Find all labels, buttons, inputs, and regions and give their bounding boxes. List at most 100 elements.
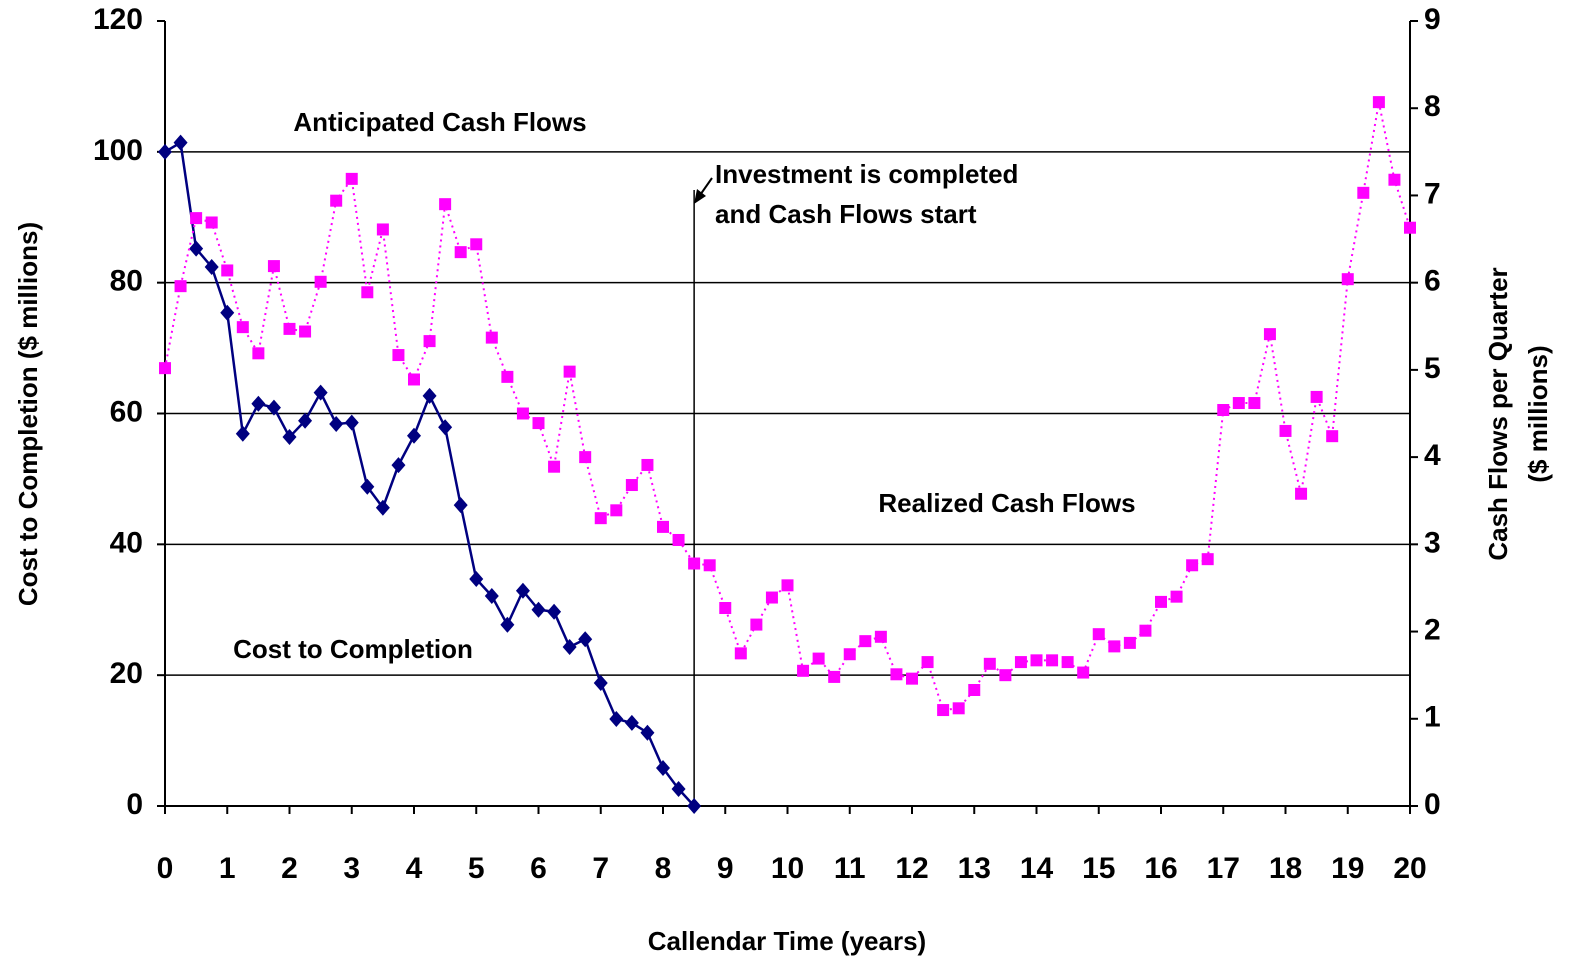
point: [906, 672, 918, 685]
point: [609, 710, 624, 727]
x-tick-label: 15: [1082, 852, 1115, 885]
point: [781, 579, 794, 592]
point: [952, 702, 965, 715]
point: [344, 414, 359, 431]
point: [485, 331, 498, 344]
x-tick-label: 12: [895, 852, 928, 885]
x-tick-label: 13: [958, 852, 991, 885]
point: [562, 639, 577, 656]
point: [375, 499, 390, 516]
point: [360, 478, 375, 495]
x-tick-label: 11: [834, 852, 866, 885]
point: [298, 412, 313, 429]
point: [1061, 656, 1074, 669]
x-tick-label: 9: [717, 852, 734, 885]
y2-tick-label: 2: [1424, 613, 1441, 646]
point: [1295, 487, 1308, 500]
point: [329, 415, 344, 432]
y2-tick-label: 8: [1424, 90, 1441, 123]
point: [500, 616, 515, 633]
point: [484, 588, 499, 605]
x-tick-label: 14: [1020, 852, 1054, 885]
point: [1030, 654, 1043, 667]
point: [921, 656, 934, 669]
point: [734, 647, 747, 660]
point: [391, 457, 406, 474]
point: [828, 670, 841, 683]
y2-tick-label: 0: [1424, 788, 1441, 821]
point: [532, 417, 545, 430]
series-label: Cost to Completion: [233, 634, 473, 664]
x-tick-label: 6: [530, 852, 547, 885]
point: [173, 134, 188, 151]
point: [190, 212, 203, 225]
point: [1372, 96, 1385, 109]
point: [453, 497, 468, 514]
y-tick-label: 60: [110, 395, 143, 428]
point: [687, 798, 702, 814]
point: [1201, 553, 1214, 566]
x-tick-label: 18: [1269, 852, 1302, 885]
point: [1217, 404, 1230, 417]
point: [282, 429, 297, 446]
x-tick-label: 17: [1207, 852, 1240, 885]
x-axis-title: Callendar Time (years): [648, 926, 926, 956]
point: [1326, 430, 1339, 443]
point: [579, 451, 592, 464]
series-line: [164, 140, 696, 807]
point: [330, 194, 343, 207]
point: [470, 238, 483, 251]
x-tick-label: 3: [343, 852, 360, 885]
point: [516, 407, 529, 420]
point: [204, 258, 219, 275]
point: [765, 591, 778, 604]
x-tick-label: 4: [406, 852, 423, 885]
y2-tick-label: 1: [1424, 701, 1441, 734]
point: [1310, 390, 1323, 403]
point: [719, 602, 732, 615]
y2-tick-label: 4: [1424, 439, 1441, 472]
point: [1341, 273, 1354, 286]
point: [252, 347, 265, 360]
point: [283, 322, 296, 335]
point: [345, 172, 358, 185]
point: [656, 760, 670, 777]
annotation: Investment is completed: [715, 159, 1018, 189]
point: [501, 370, 514, 383]
point: [361, 286, 374, 299]
point: [408, 373, 420, 386]
point: [624, 714, 639, 731]
point: [703, 559, 716, 572]
point: [937, 704, 950, 717]
x-tick-label: 19: [1331, 852, 1364, 885]
arrow-head: [694, 189, 706, 204]
point: [1077, 666, 1090, 679]
point: [1404, 221, 1416, 234]
point: [1092, 628, 1105, 641]
point: [439, 198, 452, 211]
point: [376, 223, 389, 236]
y-tick-label: 80: [110, 265, 143, 298]
point: [1232, 397, 1245, 410]
point: [1123, 636, 1136, 649]
point: [1357, 186, 1370, 199]
y2-axis-title: Cash Flows per Quarter: [1483, 267, 1513, 560]
point: [1014, 656, 1027, 669]
point: [547, 603, 562, 620]
point: [874, 630, 887, 643]
point: [983, 657, 996, 670]
point: [454, 246, 467, 259]
point: [688, 557, 701, 570]
point: [1046, 654, 1059, 667]
point: [422, 387, 437, 404]
point: [1388, 173, 1401, 186]
point: [797, 664, 810, 677]
x-tick-label: 10: [771, 852, 804, 885]
point: [438, 419, 453, 436]
y2-tick-label: 5: [1424, 352, 1441, 385]
point: [1155, 595, 1167, 608]
x-tick-label: 5: [468, 852, 485, 885]
point: [890, 668, 903, 681]
point: [672, 533, 685, 546]
